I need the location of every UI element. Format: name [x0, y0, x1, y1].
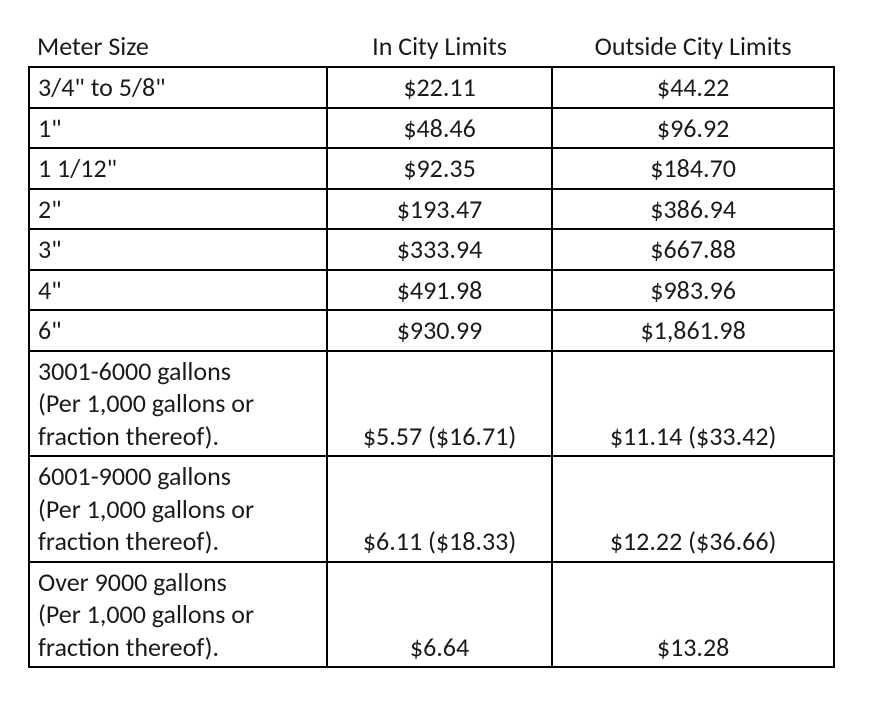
cell-out-city: $667.88	[552, 229, 834, 270]
cell-meter-size: 3"	[29, 229, 327, 270]
cell-meter-size: 3/4" to 5/8"	[29, 67, 327, 108]
cell-out-city: $184.70	[552, 148, 834, 189]
size-line: 6001-9000 gallons	[38, 460, 318, 493]
cell-out-city: $13.28	[552, 562, 834, 668]
size-line: fraction thereof).	[38, 525, 318, 558]
cell-out-city: $11.14 ($33.42)	[552, 351, 834, 457]
table-row: 2" $193.47 $386.94	[29, 189, 834, 230]
table-row: 6001-9000 gallons (Per 1,000 gallons or …	[29, 456, 834, 562]
table-row: 4" $491.98 $983.96	[29, 270, 834, 311]
rates-table: Meter Size In City Limits Outside City L…	[28, 28, 835, 668]
cell-out-city: $12.22 ($36.66)	[552, 456, 834, 562]
table-row: 6" $930.99 $1,861.98	[29, 310, 834, 351]
col-header-out-city: Outside City Limits	[552, 28, 834, 67]
cell-meter-size: 6001-9000 gallons (Per 1,000 gallons or …	[29, 456, 327, 562]
cell-in-city: $6.11 ($18.33)	[327, 456, 552, 562]
cell-meter-size: 4"	[29, 270, 327, 311]
cell-meter-size: 6"	[29, 310, 327, 351]
size-line: (Per 1,000 gallons or	[38, 387, 318, 420]
table-row: 3" $333.94 $667.88	[29, 229, 834, 270]
cell-in-city: $5.57 ($16.71)	[327, 351, 552, 457]
size-line: fraction thereof).	[38, 420, 318, 453]
cell-out-city: $386.94	[552, 189, 834, 230]
cell-meter-size: 2"	[29, 189, 327, 230]
cell-in-city: $6.64	[327, 562, 552, 668]
table-row: 1 1/12" $92.35 $184.70	[29, 148, 834, 189]
table-row: 1" $48.46 $96.92	[29, 108, 834, 149]
col-header-meter-size: Meter Size	[29, 28, 327, 67]
cell-meter-size: Over 9000 gallons (Per 1,000 gallons or …	[29, 562, 327, 668]
cell-out-city: $96.92	[552, 108, 834, 149]
size-line: (Per 1,000 gallons or	[38, 493, 318, 526]
size-line: Over 9000 gallons	[38, 566, 318, 599]
cell-in-city: $333.94	[327, 229, 552, 270]
cell-out-city: $44.22	[552, 67, 834, 108]
table-header-row: Meter Size In City Limits Outside City L…	[29, 28, 834, 67]
cell-in-city: $48.46	[327, 108, 552, 149]
cell-in-city: $193.47	[327, 189, 552, 230]
cell-meter-size: 3001-6000 gallons (Per 1,000 gallons or …	[29, 351, 327, 457]
table-row: 3001-6000 gallons (Per 1,000 gallons or …	[29, 351, 834, 457]
cell-out-city: $983.96	[552, 270, 834, 311]
table-row: 3/4" to 5/8" $22.11 $44.22	[29, 67, 834, 108]
col-header-in-city: In City Limits	[327, 28, 552, 67]
cell-out-city: $1,861.98	[552, 310, 834, 351]
cell-in-city: $92.35	[327, 148, 552, 189]
cell-in-city: $930.99	[327, 310, 552, 351]
size-line: fraction thereof).	[38, 631, 318, 664]
cell-meter-size: 1 1/12"	[29, 148, 327, 189]
table-row: Over 9000 gallons (Per 1,000 gallons or …	[29, 562, 834, 668]
size-line: (Per 1,000 gallons or	[38, 598, 318, 631]
cell-in-city: $491.98	[327, 270, 552, 311]
page: Meter Size In City Limits Outside City L…	[0, 0, 875, 710]
size-line: 3001-6000 gallons	[38, 355, 318, 388]
cell-meter-size: 1"	[29, 108, 327, 149]
cell-in-city: $22.11	[327, 67, 552, 108]
